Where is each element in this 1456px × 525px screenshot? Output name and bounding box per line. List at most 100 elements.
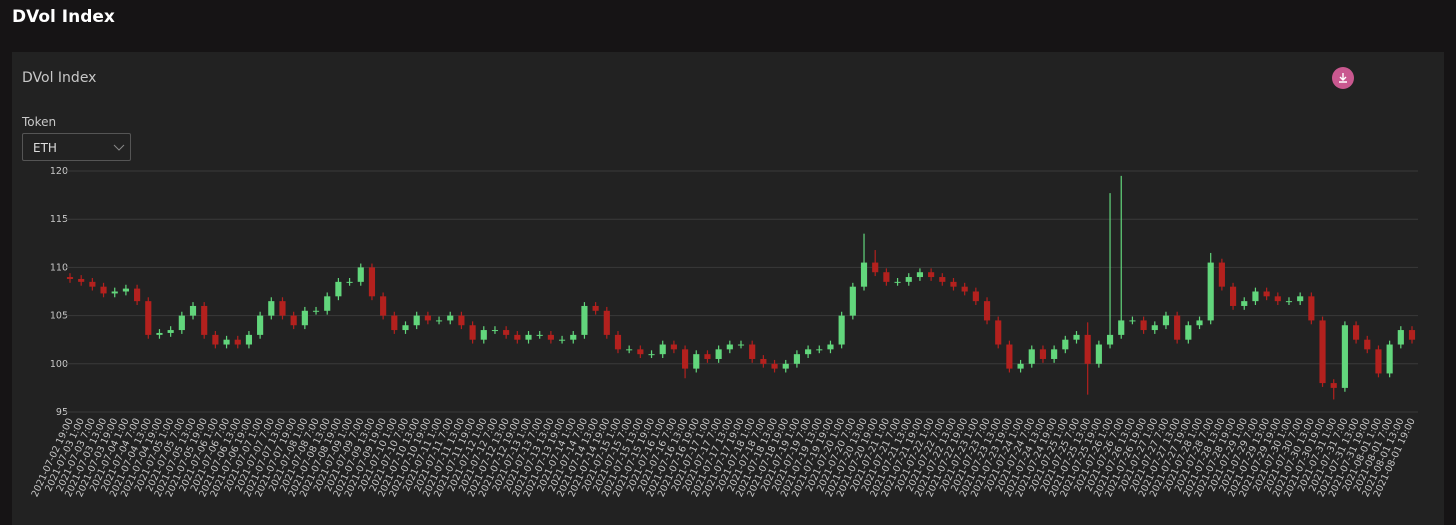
- candle-body: [223, 339, 230, 345]
- candle-body: [1364, 339, 1371, 350]
- candle-body: [816, 349, 823, 351]
- candle-body: [1106, 334, 1114, 345]
- candle-body: [66, 277, 74, 279]
- candle-body: [145, 301, 152, 335]
- candle-body: [1353, 325, 1360, 340]
- candle-body: [883, 272, 890, 282]
- candle-body: [335, 281, 342, 297]
- candle-body: [503, 330, 510, 335]
- candle-body: [603, 310, 610, 335]
- candle-body: [78, 278, 85, 282]
- candle-body: [1397, 330, 1404, 345]
- candle-body: [234, 339, 241, 345]
- chevron: [113, 144, 125, 151]
- candle-body: [178, 315, 185, 331]
- candle-body: [447, 315, 454, 321]
- candle-body: [961, 286, 968, 292]
- candle-body: [782, 363, 789, 369]
- candle-body: [301, 310, 308, 326]
- candle-body: [1319, 320, 1326, 384]
- candle-body: [659, 344, 666, 355]
- candle-body: [1207, 262, 1214, 321]
- candle-body: [905, 277, 912, 282]
- candle-body: [167, 330, 174, 333]
- candle-body: [1196, 320, 1203, 326]
- candle-body: [760, 358, 767, 364]
- candle-body: [1174, 315, 1181, 340]
- y-tick-label: 110: [50, 262, 68, 273]
- panel-title: DVol Index: [22, 70, 97, 86]
- candle-body: [648, 354, 655, 356]
- candle-body: [726, 344, 733, 350]
- candle-body: [793, 354, 800, 364]
- candle-body: [860, 262, 868, 287]
- candle-body: [268, 301, 275, 316]
- candle-body: [1151, 325, 1158, 331]
- candle-body: [89, 281, 96, 287]
- candle-body: [536, 334, 543, 336]
- candle-body: [435, 320, 443, 322]
- candle-body: [279, 301, 286, 316]
- candle-body: [312, 310, 320, 312]
- candle-body: [1084, 334, 1091, 364]
- candle-body: [189, 305, 197, 316]
- token-select[interactable]: ETH: [22, 133, 131, 161]
- candle-body: [1073, 334, 1080, 340]
- candle-body: [1118, 320, 1125, 335]
- candle-body: [592, 305, 599, 311]
- candle-body: [380, 296, 387, 316]
- token-value: ETH: [33, 141, 57, 155]
- candle-body: [737, 344, 745, 346]
- candle-body: [983, 301, 991, 321]
- candle-body: [346, 281, 353, 283]
- candle-body: [201, 305, 208, 335]
- candle-body: [1308, 296, 1315, 321]
- candle-body: [1062, 339, 1069, 350]
- panel: DVol Index Token ETH: [12, 52, 1444, 525]
- candle-body: [894, 281, 901, 283]
- candle-body: [1017, 363, 1024, 369]
- candle-body: [156, 332, 163, 335]
- candle-body: [626, 349, 633, 351]
- candle-body: [614, 334, 622, 350]
- candle-body: [1162, 315, 1170, 326]
- candle-body: [972, 291, 979, 302]
- candle-body: [212, 334, 219, 345]
- candle-body: [514, 334, 521, 340]
- candle-body: [290, 315, 297, 326]
- candle-body: [704, 354, 711, 359]
- candle-body: [715, 349, 722, 359]
- candle-body: [838, 315, 845, 345]
- candle-body: [1229, 286, 1237, 306]
- candle-body: [950, 281, 957, 287]
- candle-body: [682, 349, 689, 369]
- y-tick-label: 120: [50, 166, 68, 177]
- candle-body: [245, 334, 253, 345]
- candle-body: [928, 272, 935, 278]
- candle-body: [134, 288, 141, 302]
- y-tick-label: 115: [50, 214, 68, 225]
- candle-body: [849, 286, 856, 316]
- candle-body: [1341, 325, 1348, 388]
- candle-body: [1285, 301, 1293, 303]
- candle-body: [424, 315, 431, 321]
- candle-body: [1274, 296, 1281, 302]
- candle-body: [1051, 349, 1058, 359]
- candle-body: [939, 277, 946, 282]
- y-tick-label: 95: [56, 407, 68, 418]
- candle-body: [547, 334, 554, 340]
- token-label: Token: [22, 115, 57, 129]
- candle-body: [1028, 349, 1035, 364]
- candle-body: [749, 344, 756, 359]
- candle-body: [558, 339, 566, 341]
- candle-body: [570, 334, 577, 340]
- candle-body: [693, 354, 700, 369]
- candle-body: [805, 349, 812, 355]
- candle-body: [402, 325, 409, 331]
- candle-body: [670, 344, 677, 350]
- candle-body: [1129, 320, 1136, 322]
- candle-body: [1006, 344, 1013, 369]
- download-button[interactable]: [1332, 67, 1354, 89]
